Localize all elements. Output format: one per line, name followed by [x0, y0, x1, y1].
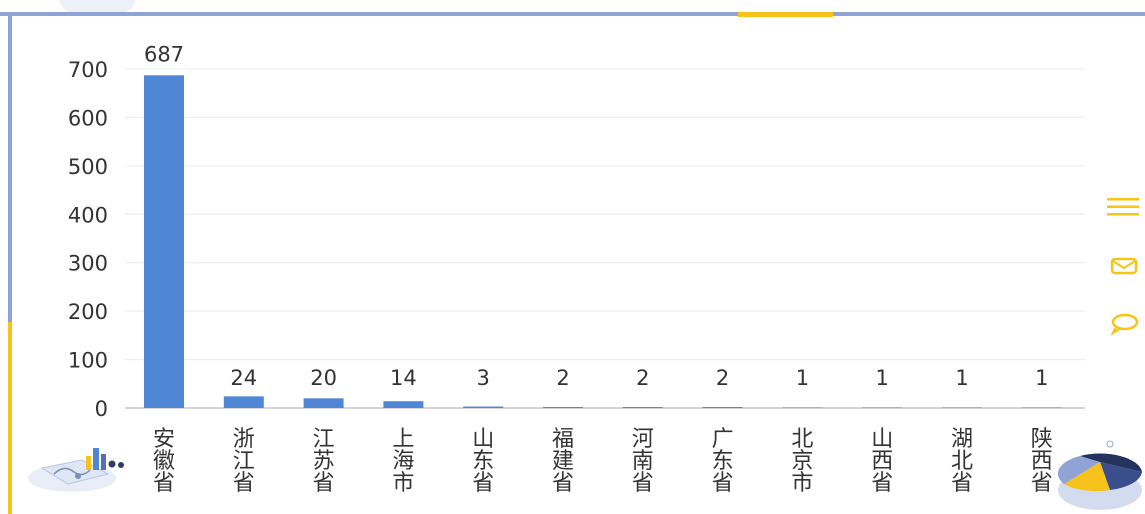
value-label: 2 — [716, 366, 729, 390]
bar — [144, 75, 184, 408]
value-label: 3 — [477, 366, 490, 390]
x-tick-label: 北京市 — [791, 427, 813, 496]
value-label: 24 — [230, 366, 257, 390]
x-tick-label: 陕西省 — [1031, 427, 1053, 496]
value-label: 1 — [876, 366, 889, 390]
value-label: 1 — [955, 366, 968, 390]
value-label: 20 — [310, 366, 337, 390]
x-tick-label: 安徽省 — [153, 427, 175, 496]
bar — [463, 406, 504, 408]
x-tick-label: 福建省 — [552, 427, 574, 496]
x-tick-label: 山西省 — [871, 427, 893, 496]
y-tick-label: 500 — [68, 155, 108, 179]
y-tick-label: 100 — [68, 349, 108, 373]
value-label: 2 — [636, 366, 649, 390]
decorative-pie-3d — [1057, 440, 1142, 510]
bar — [223, 396, 264, 408]
bar — [543, 407, 583, 408]
x-tick-label: 湖北省 — [951, 427, 973, 496]
bar — [303, 398, 344, 408]
y-tick-label: 0 — [95, 397, 108, 421]
comment-icon[interactable] — [1110, 312, 1140, 336]
bar — [383, 401, 424, 408]
mail-icon[interactable] — [1110, 256, 1138, 276]
x-tick-label: 广东省 — [712, 427, 734, 496]
value-label: 687 — [144, 42, 184, 66]
bar — [622, 407, 663, 408]
value-label: 1 — [1035, 366, 1048, 390]
x-tick-label: 山东省 — [472, 427, 494, 496]
decorative-illustration-left — [28, 448, 124, 492]
x-tick-label: 上海市 — [392, 427, 414, 496]
x-tick-label: 河南省 — [632, 427, 654, 496]
frame-left-border — [8, 12, 12, 322]
bar — [702, 407, 743, 408]
y-tick-label: 600 — [68, 106, 108, 130]
y-tick-label: 400 — [68, 203, 108, 227]
y-tick-label: 700 — [68, 58, 108, 82]
frame-left-accent — [8, 322, 12, 514]
value-label: 1 — [796, 366, 809, 390]
value-label: 2 — [556, 366, 569, 390]
frame-top-accent — [738, 12, 833, 17]
menu-icon[interactable] — [1106, 196, 1140, 218]
y-tick-label: 200 — [68, 300, 108, 324]
y-tick-label: 300 — [68, 252, 108, 276]
frame-corner-decoration — [60, 0, 135, 12]
x-tick-label: 浙江省 — [233, 427, 255, 496]
x-tick-label: 江苏省 — [313, 427, 335, 496]
frame-top-border — [0, 12, 1145, 16]
value-label: 14 — [390, 366, 417, 390]
